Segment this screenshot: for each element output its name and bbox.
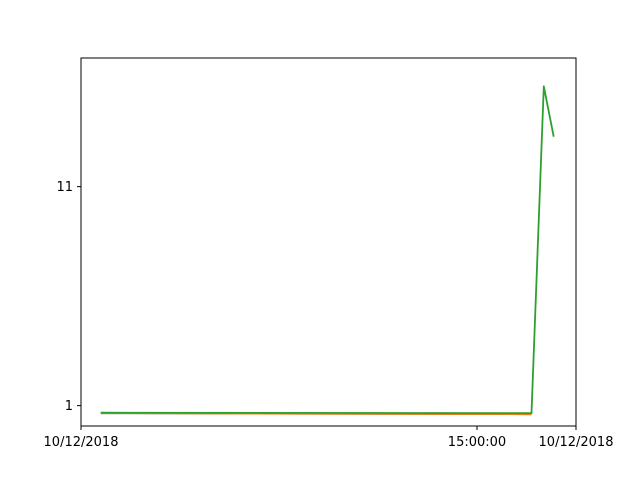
y-tick-label: 11 [56, 180, 73, 195]
y-tick-label: 1 [65, 399, 73, 414]
series-line-3 [100, 85, 555, 415]
x-tick-label: 15:00:00 [448, 435, 506, 450]
plot-frame [80, 57, 577, 427]
x-tick-label: 10/12/2018 [44, 435, 119, 450]
series-layer [100, 85, 555, 416]
x-tick-label: 10/12/2018 [539, 435, 614, 450]
